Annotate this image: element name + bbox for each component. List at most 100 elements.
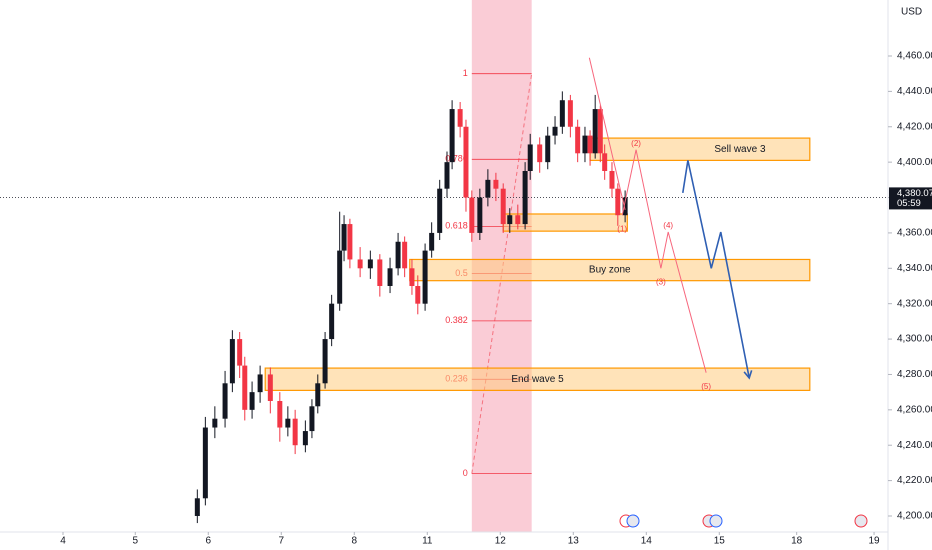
- x-tick-label: 12: [495, 536, 507, 547]
- y-tick-label: 4,280.000: [897, 369, 932, 380]
- candle-body: [597, 109, 603, 154]
- zone: [589, 137, 811, 161]
- fib-ratio: 0: [463, 468, 468, 478]
- zone-label: Sell wave 3: [714, 144, 766, 155]
- event-icon: [854, 514, 868, 528]
- y-tick-label: 4,220.000: [897, 475, 932, 486]
- trendline: [588, 57, 626, 211]
- y-tick-label: 4,340.000: [897, 263, 932, 274]
- candle-body: [522, 170, 528, 225]
- candle-body: [409, 268, 415, 286]
- candle-body: [469, 197, 475, 233]
- candle-body: [587, 135, 593, 154]
- candle-body: [457, 109, 463, 127]
- candle-body: [237, 339, 243, 366]
- candle-body: [242, 365, 248, 410]
- candle-body: [507, 215, 513, 225]
- wave-label: (2): [631, 139, 641, 148]
- candle-body: [322, 339, 328, 384]
- candle-body: [422, 250, 428, 304]
- fib-diagonal: [471, 73, 533, 474]
- x-tick-label: 18: [791, 536, 803, 547]
- candle-body: [582, 135, 588, 154]
- y-tick-label: 4,360.000: [897, 228, 932, 239]
- candle-body: [229, 339, 235, 384]
- fib-ratio: 0.786: [445, 154, 468, 164]
- wave-label: (3): [656, 277, 666, 286]
- zone: [264, 367, 811, 391]
- candle-body: [277, 400, 283, 428]
- candle-body: [347, 224, 353, 260]
- candle-body: [444, 162, 450, 189]
- y-tick-label: 4,320.000: [897, 298, 932, 309]
- candle-body: [329, 303, 335, 340]
- candle-body: [337, 250, 343, 304]
- candle-body: [622, 197, 628, 216]
- x-tick-label: 19: [868, 536, 880, 547]
- candle-body: [609, 170, 615, 189]
- candle-body: [552, 126, 558, 136]
- x-tick-label: 8: [351, 536, 357, 547]
- countdown: 05:59: [897, 198, 921, 209]
- fib-ratio: 1: [463, 68, 468, 78]
- y-tick-label: 4,300.000: [897, 334, 932, 345]
- last-price-box: [889, 187, 932, 210]
- candle-body: [615, 188, 621, 216]
- fib-ratio: 0.382: [445, 315, 468, 325]
- candle-body: [477, 197, 483, 233]
- event-icon: [709, 514, 723, 528]
- candle-body: [202, 427, 208, 499]
- zone: [502, 213, 628, 232]
- wave-label: (5): [701, 382, 711, 391]
- candle-body: [437, 188, 443, 233]
- candle-body: [315, 383, 321, 407]
- x-tick-label: 15: [714, 536, 726, 547]
- x-tick-label: 11: [422, 536, 433, 547]
- candle-body: [567, 100, 573, 127]
- candle-body: [592, 109, 598, 154]
- candle-body: [222, 383, 228, 419]
- candle-body: [341, 224, 347, 251]
- wave-path: [682, 160, 751, 379]
- x-tick-label: 14: [641, 536, 653, 547]
- candle-body: [257, 374, 263, 393]
- candle-body: [537, 144, 543, 163]
- candle-body: [377, 259, 383, 286]
- zone-label: End wave 5: [511, 374, 564, 385]
- candle-body: [367, 259, 373, 269]
- candle-body: [559, 100, 565, 127]
- y-tick-label: 4,460.000: [897, 51, 932, 62]
- candle-body: [387, 268, 393, 286]
- candle-body: [485, 179, 491, 198]
- candle-body: [449, 109, 455, 163]
- currency: USD: [901, 7, 922, 18]
- event-icons: [619, 514, 868, 528]
- candle-body: [249, 392, 255, 410]
- candle-body: [429, 232, 435, 251]
- candle-body: [285, 418, 291, 428]
- wave-label: (4): [663, 221, 673, 230]
- y-tick-label: 4,240.000: [897, 440, 932, 451]
- event-icon: [626, 514, 640, 528]
- candle-body: [267, 374, 273, 401]
- candle-body: [395, 241, 401, 269]
- x-tick-label: 7: [278, 536, 284, 547]
- candle-body: [500, 188, 506, 225]
- candle-body: [463, 126, 469, 198]
- candle-body: [302, 431, 308, 446]
- candle-body: [357, 259, 363, 269]
- candle-body: [602, 153, 608, 171]
- x-tick-label: 13: [568, 536, 580, 547]
- candle-body: [292, 418, 298, 446]
- y-tick-label: 4,420.000: [897, 121, 932, 132]
- candle-body: [527, 144, 533, 171]
- wave-label: (1): [617, 224, 627, 233]
- wave-path: [621, 149, 707, 373]
- y-tick-label: 4,440.000: [897, 86, 932, 97]
- wave-arrow: [743, 370, 753, 380]
- candle-body: [515, 215, 521, 225]
- candle-body: [415, 285, 421, 304]
- candle-body: [212, 418, 218, 428]
- x-tick-label: 5: [132, 536, 138, 547]
- x-tick-label: 6: [205, 536, 211, 547]
